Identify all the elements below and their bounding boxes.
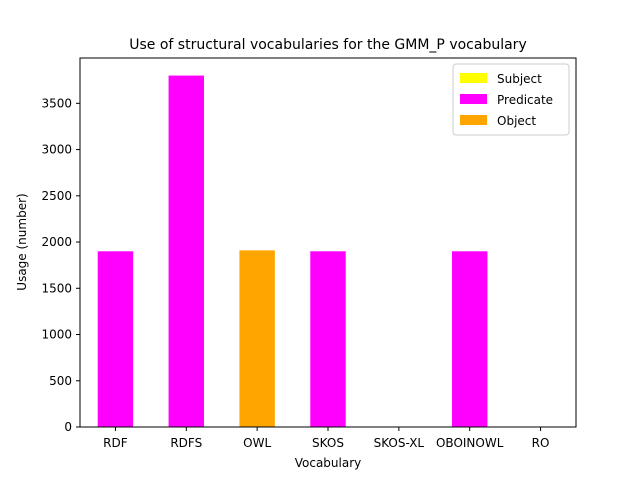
y-tick-label: 500 (49, 374, 72, 388)
x-axis-label: Vocabulary (295, 456, 362, 470)
y-tick-label: 1500 (41, 281, 72, 295)
bar-rdfs-predicate (168, 75, 204, 428)
bar-oboinowl-predicate (452, 251, 488, 427)
y-axis-label: Usage (number) (15, 193, 29, 290)
x-tick-label: SKOS (312, 436, 344, 450)
x-tick-label: OWL (243, 436, 271, 450)
legend-swatch-object (460, 115, 487, 125)
legend-label-predicate: Predicate (497, 93, 553, 107)
y-tick-label: 0 (64, 420, 72, 434)
chart-title: Use of structural vocabularies for the G… (129, 37, 526, 53)
legend-label-subject: Subject (497, 72, 542, 86)
x-tick-label: OBOINOWL (436, 436, 504, 450)
y-tick-label: 3500 (41, 96, 72, 110)
y-tick-label: 2500 (41, 189, 72, 203)
bar-skos-predicate (310, 251, 346, 427)
legend-swatch-predicate (460, 94, 487, 104)
bars-group (97, 75, 488, 428)
y-tick-label: 2000 (41, 235, 72, 249)
y-tick-label: 3000 (41, 143, 72, 157)
x-tick-label: RDF (103, 436, 128, 450)
y-tick-label: 1000 (41, 328, 72, 342)
legend-swatch-subject (460, 73, 487, 83)
x-tick-label: SKOS-XL (374, 436, 425, 450)
x-tick-label: RO (532, 436, 550, 450)
legend-label-object: Object (497, 114, 536, 128)
x-tick-label: RDFS (170, 436, 202, 450)
bar-rdf-predicate (97, 251, 134, 427)
legend: Subject Predicate Object (452, 63, 570, 136)
y-ticks: 0 500 1000 1500 2000 2500 3000 3500 (41, 96, 80, 434)
x-ticks: RDF RDFS OWL SKOS SKOS-XL OBOINOWL RO (103, 427, 549, 450)
bar-owl-object (239, 250, 275, 427)
